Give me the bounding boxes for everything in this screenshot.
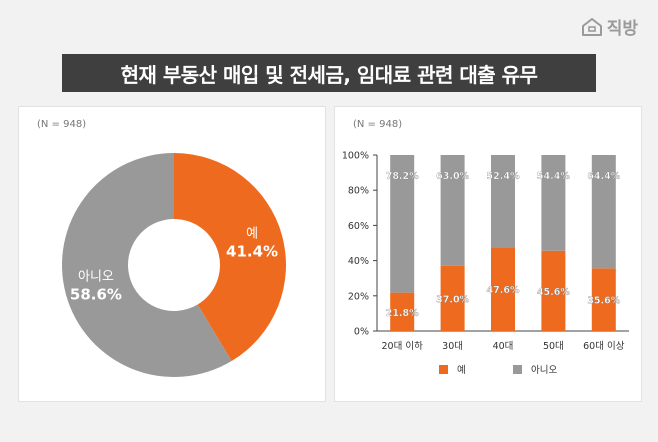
y-tick-label: 0% — [354, 327, 369, 338]
bar-segment — [541, 155, 566, 251]
slice-value-label: 41.4% — [226, 242, 278, 260]
stacked-bar-chart: 0% 20% 40% 60% 80% 100% 21.8% 78.2% 20대 이하 37.0% 6… — [342, 151, 629, 376]
page-title: 현재 부동산 매입 및 전세금, 임대료 관련 대출 유무 — [120, 62, 538, 87]
bar-value-label: 35.6% — [587, 296, 620, 307]
chart-title-bar: 현재 부동산 매입 및 전세금, 임대료 관련 대출 유무 — [62, 54, 596, 92]
brand-logo: 직방 — [581, 14, 638, 39]
donut-slice — [62, 153, 232, 377]
legend-label: 예 — [457, 365, 466, 376]
brand-name: 직방 — [606, 19, 638, 39]
slice-label: 예 — [246, 226, 258, 241]
legend-swatch — [439, 365, 448, 374]
bar-segment — [591, 155, 616, 269]
bar-value-label: 54.4% — [537, 171, 570, 182]
bar-value-label: 78.2% — [386, 171, 419, 182]
x-tick-label: 50대 — [543, 341, 564, 352]
bar-value-label: 21.8% — [386, 308, 419, 319]
bar-segment — [390, 155, 415, 293]
bar-segment — [491, 155, 515, 248]
bar-segment — [440, 265, 465, 331]
bar-value-label: 45.6% — [537, 287, 570, 298]
legend-label: 아니오 — [531, 365, 557, 376]
sample-size-note: (N = 948) — [353, 119, 403, 130]
bar-segment — [491, 247, 515, 331]
donut-panel: (N = 948) 예 41.4% 아니오 58.6% — [18, 106, 326, 402]
legend-swatch — [513, 365, 522, 374]
slice-label: 아니오 — [78, 270, 114, 285]
y-tick-label: 100% — [342, 151, 369, 162]
y-tick-label: 80% — [348, 186, 369, 197]
bar-value-label: 37.0% — [436, 294, 469, 305]
y-tick-label: 60% — [348, 221, 369, 232]
x-tick-label: 40대 — [493, 341, 514, 352]
bar-segment — [541, 250, 566, 331]
x-tick-label: 60대 이상 — [583, 341, 625, 352]
bar-panel: (N = 948) 0% 20% 40% 60% 80% 100% 21.8% 78.2% 20… — [334, 106, 642, 402]
bar-segment — [440, 155, 465, 266]
house-logo-icon — [581, 17, 602, 36]
y-tick-label: 20% — [348, 291, 369, 302]
bar-segment — [591, 268, 616, 331]
slice-value-label: 58.6% — [70, 286, 122, 304]
bar-value-label: 52.4% — [487, 171, 520, 182]
x-tick-label: 20대 이하 — [382, 340, 424, 352]
bar-segment — [390, 292, 415, 331]
bar-value-label: 47.6% — [487, 285, 520, 296]
bar-value-label: 64.4% — [587, 171, 620, 182]
donut-slice — [174, 153, 287, 362]
bar-value-label: 63.0% — [436, 171, 469, 182]
x-tick-label: 30대 — [442, 341, 463, 352]
sample-size-note: (N = 948) — [37, 119, 87, 130]
y-tick-label: 40% — [348, 256, 369, 267]
